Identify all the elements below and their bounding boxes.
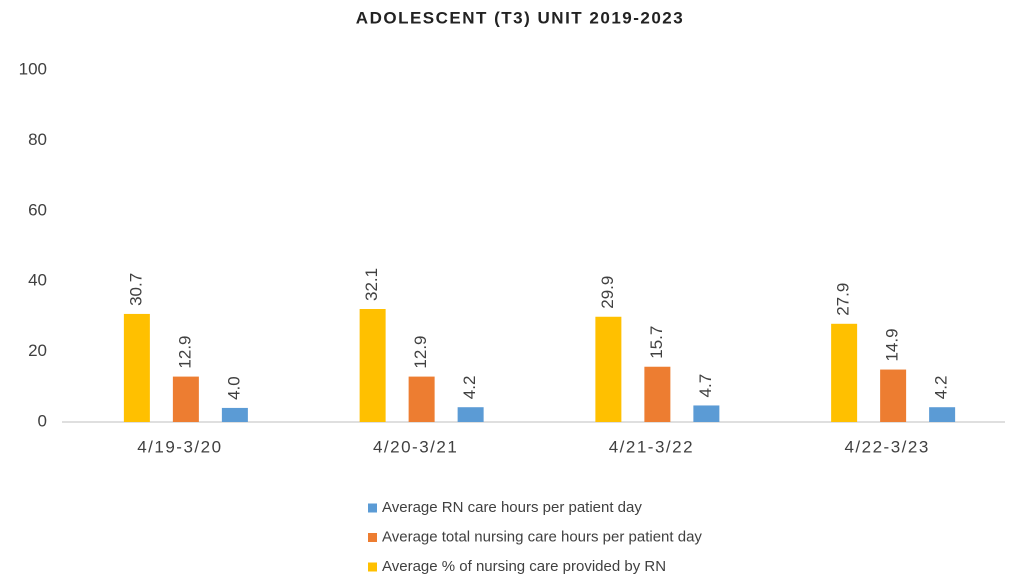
bar xyxy=(408,376,435,422)
legend-swatch xyxy=(368,533,377,542)
data-label: 4.7 xyxy=(696,374,715,398)
x-tick-label: 4/20-3/21 xyxy=(373,437,458,456)
data-label: 4.2 xyxy=(932,376,951,400)
y-tick-label: 80 xyxy=(28,130,47,149)
data-label: 30.7 xyxy=(126,273,145,306)
bar xyxy=(831,323,858,422)
x-tick-label: 4/21-3/22 xyxy=(609,437,694,456)
data-label: 12.9 xyxy=(411,335,430,368)
bar xyxy=(929,407,956,422)
data-label: 12.9 xyxy=(175,335,194,368)
y-tick-label: 60 xyxy=(28,200,47,219)
bar xyxy=(644,366,671,422)
bar xyxy=(880,369,907,422)
y-tick-label: 40 xyxy=(28,271,47,290)
y-tick-label: 100 xyxy=(19,59,47,78)
bar xyxy=(457,407,484,422)
bar xyxy=(172,376,199,422)
data-label: 29.9 xyxy=(598,276,617,309)
y-tick-label: 0 xyxy=(38,411,47,430)
legend-label: Average % of nursing care provided by RN xyxy=(382,558,666,575)
x-tick-label: 4/19-3/20 xyxy=(137,437,222,456)
legend-label: Average total nursing care hours per pat… xyxy=(382,528,702,545)
bar xyxy=(123,313,150,422)
data-label: 4.0 xyxy=(224,376,243,400)
bar xyxy=(359,309,386,422)
bar xyxy=(595,316,622,422)
data-label: 14.9 xyxy=(883,328,902,361)
y-tick-label: 20 xyxy=(28,341,47,360)
legend-label: Average RN care hours per patient day xyxy=(382,499,642,516)
data-label: 4.2 xyxy=(460,376,479,400)
data-label: 32.1 xyxy=(362,268,381,301)
data-label: 27.9 xyxy=(834,283,853,316)
chart-title: ADOLESCENT (T3) UNIT 2019-2023 xyxy=(356,8,684,27)
data-label: 15.7 xyxy=(647,326,666,359)
bar xyxy=(693,405,720,422)
legend-swatch xyxy=(368,503,377,513)
x-tick-label: 4/22-3/23 xyxy=(844,437,929,456)
legend-swatch xyxy=(368,562,377,572)
bar xyxy=(221,407,248,422)
